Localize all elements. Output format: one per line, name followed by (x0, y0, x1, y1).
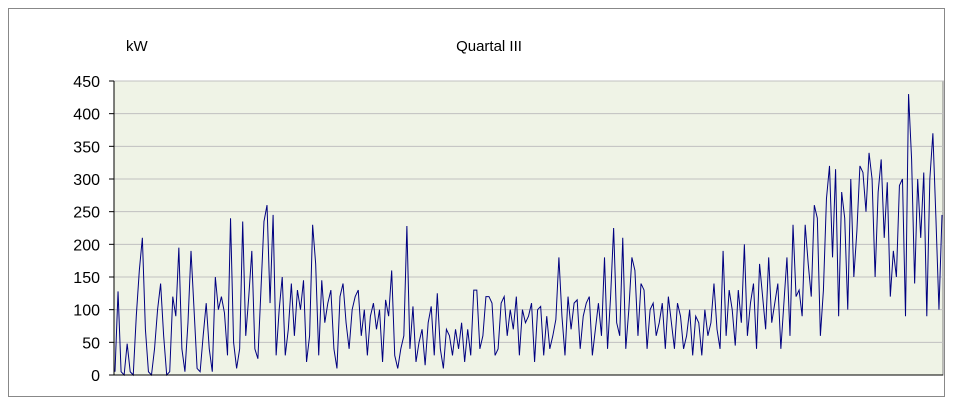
y-tick-label: 200 (73, 237, 100, 254)
y-axis-label: kW (126, 38, 149, 55)
y-axis-ticks: 0 50 100 150 200 250 300 350 400 450 (73, 74, 114, 385)
y-tick-label: 150 (73, 270, 100, 287)
series-line (114, 94, 943, 377)
y-tick-label: 250 (73, 205, 100, 222)
y-tick-label: 450 (73, 74, 100, 91)
plot-area (113, 80, 944, 376)
y-tick-label: 50 (82, 335, 100, 352)
y-tick-label: 400 (73, 107, 100, 124)
y-tick-label: 350 (73, 139, 100, 156)
chart-title: Quartal III (456, 38, 522, 55)
y-tick-label: 100 (73, 303, 100, 320)
y-tick-label: 300 (73, 172, 100, 189)
gridlines (114, 80, 943, 343)
y-tick-label: 0 (91, 368, 100, 385)
